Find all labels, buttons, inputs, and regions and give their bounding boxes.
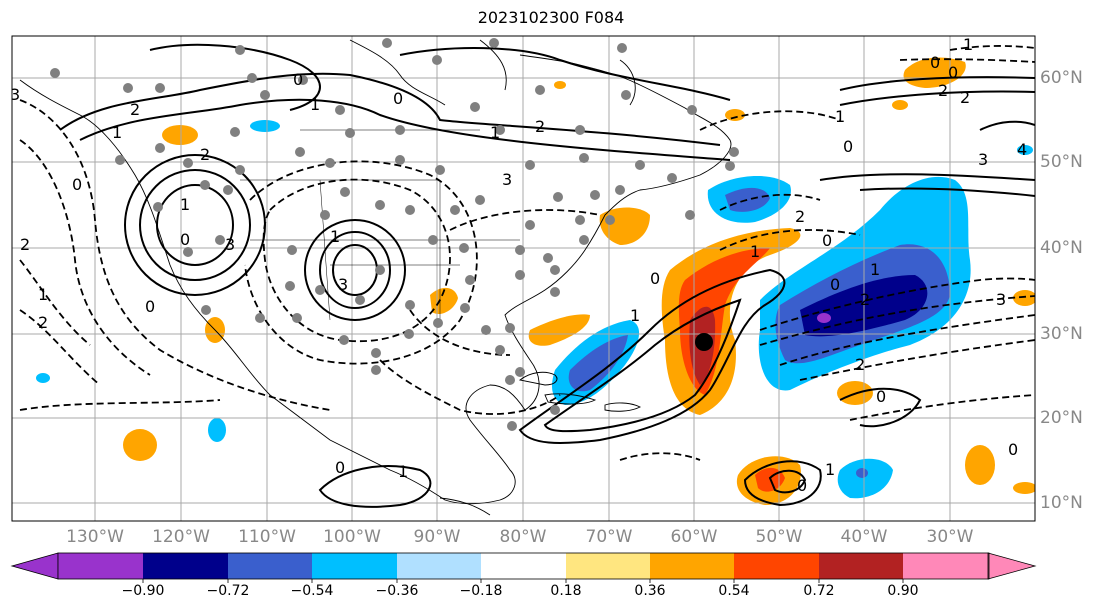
solid-contours bbox=[59, 43, 1035, 508]
lat-label: 30°N bbox=[1040, 324, 1083, 344]
lon-label: 50°W bbox=[755, 527, 803, 547]
svg-text:1: 1 bbox=[112, 123, 122, 142]
svg-text:0: 0 bbox=[830, 275, 840, 294]
svg-text:3: 3 bbox=[10, 85, 20, 104]
svg-text:2: 2 bbox=[938, 81, 948, 100]
colorbar-tick-label: −0.18 bbox=[459, 583, 503, 599]
svg-text:2: 2 bbox=[855, 355, 865, 374]
colorbar-tick-label: 0.18 bbox=[550, 583, 582, 599]
svg-text:0: 0 bbox=[145, 297, 155, 316]
lon-label: 60°W bbox=[670, 527, 718, 547]
svg-text:3: 3 bbox=[996, 290, 1006, 309]
colorbar-tick-label: 0.72 bbox=[803, 583, 835, 599]
colorbar-tick-label: −0.72 bbox=[206, 583, 250, 599]
lat-label: 20°N bbox=[1040, 408, 1083, 428]
svg-text:2: 2 bbox=[130, 100, 140, 119]
svg-text:2: 2 bbox=[795, 207, 805, 226]
station-dots bbox=[50, 38, 739, 431]
svg-text:2: 2 bbox=[960, 88, 970, 107]
svg-text:0: 0 bbox=[393, 89, 403, 108]
svg-text:0: 0 bbox=[930, 53, 940, 72]
colorbar bbox=[10, 552, 1037, 583]
svg-text:1: 1 bbox=[750, 242, 760, 261]
lon-label: 120°W bbox=[152, 527, 210, 547]
lat-label: 40°N bbox=[1040, 238, 1083, 258]
svg-text:1: 1 bbox=[835, 107, 845, 126]
svg-text:2: 2 bbox=[860, 290, 870, 309]
lat-label: 60°N bbox=[1040, 68, 1083, 88]
svg-text:1: 1 bbox=[180, 195, 190, 214]
contour-labels: 01 0 1 23 013 103 112 010 001 2 23 410 020 … bbox=[10, 35, 1027, 495]
svg-text:0: 0 bbox=[948, 63, 958, 82]
colorbar-tick-label: 0.36 bbox=[634, 583, 666, 599]
svg-text:0: 0 bbox=[797, 476, 807, 495]
svg-text:1: 1 bbox=[398, 462, 408, 481]
svg-text:0: 0 bbox=[822, 231, 832, 250]
storm-center-marker bbox=[695, 333, 713, 351]
svg-text:3: 3 bbox=[225, 235, 235, 254]
lon-label: 90°W bbox=[413, 527, 461, 547]
svg-text:1: 1 bbox=[825, 460, 835, 479]
svg-text:1: 1 bbox=[310, 95, 320, 114]
shaded-anomaly-fields bbox=[36, 57, 1035, 505]
lon-label: 30°W bbox=[926, 527, 974, 547]
svg-text:2: 2 bbox=[38, 313, 48, 332]
svg-text:1: 1 bbox=[963, 35, 973, 54]
svg-text:3: 3 bbox=[978, 150, 988, 169]
svg-text:1: 1 bbox=[870, 260, 880, 279]
lon-label: 80°W bbox=[499, 527, 547, 547]
svg-text:3: 3 bbox=[338, 275, 348, 294]
lon-label: 130°W bbox=[66, 527, 124, 547]
colorbar-tick-label: 0.54 bbox=[718, 583, 750, 599]
svg-text:1: 1 bbox=[630, 306, 640, 325]
lon-label: 110°W bbox=[238, 527, 296, 547]
svg-text:4: 4 bbox=[1017, 140, 1027, 159]
svg-text:0: 0 bbox=[180, 230, 190, 249]
svg-text:2: 2 bbox=[20, 235, 30, 254]
svg-text:0: 0 bbox=[876, 387, 886, 406]
lat-label: 10°N bbox=[1040, 493, 1083, 513]
colorbar-tick-label: −0.36 bbox=[375, 583, 419, 599]
colorbar-tick-label: −0.90 bbox=[121, 583, 165, 599]
dashed-contours bbox=[19, 45, 1035, 461]
colorbar-tick-label: 0.90 bbox=[887, 583, 919, 599]
svg-text:0: 0 bbox=[72, 175, 82, 194]
svg-text:1: 1 bbox=[330, 227, 340, 246]
svg-text:0: 0 bbox=[293, 70, 303, 89]
svg-text:1: 1 bbox=[38, 285, 48, 304]
svg-text:0: 0 bbox=[335, 458, 345, 477]
lon-label: 40°W bbox=[840, 527, 888, 547]
colorbar-tick-label: −0.54 bbox=[290, 583, 334, 599]
svg-text:0: 0 bbox=[843, 137, 853, 156]
svg-text:1: 1 bbox=[490, 123, 500, 142]
map-title: 2023102300 F084 bbox=[477, 8, 625, 27]
lon-label: 70°W bbox=[585, 527, 633, 547]
svg-text:0: 0 bbox=[1008, 440, 1018, 459]
svg-text:2: 2 bbox=[200, 145, 210, 164]
svg-text:2: 2 bbox=[535, 117, 545, 136]
svg-text:3: 3 bbox=[502, 170, 512, 189]
lon-label: 100°W bbox=[323, 527, 381, 547]
svg-text:0: 0 bbox=[650, 269, 660, 288]
lat-label: 50°N bbox=[1040, 152, 1083, 172]
